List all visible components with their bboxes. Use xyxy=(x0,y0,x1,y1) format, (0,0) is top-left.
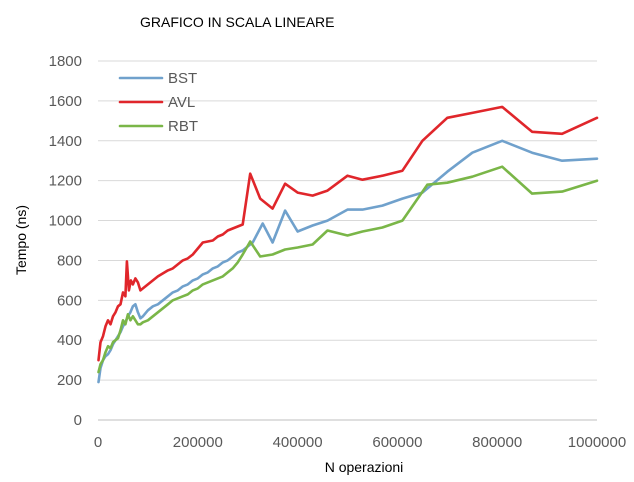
y-tick-label: 200 xyxy=(57,372,82,389)
x-tick-label: 200000 xyxy=(173,434,223,451)
y-tick-label: 1400 xyxy=(49,133,82,150)
x-axis-title: N operazioni xyxy=(325,459,404,475)
series-lines xyxy=(97,105,599,384)
legend-label-avl: AVL xyxy=(168,94,195,111)
y-tick-label: 0 xyxy=(74,412,82,429)
chart-title: GRAFICO IN SCALA LINEARE xyxy=(140,14,335,30)
x-tick-label: 600000 xyxy=(372,434,422,451)
y-axis-ticks: 0 200 400 600 800 1000 1200 1400 1600 1800 xyxy=(49,53,82,429)
series-line-avl xyxy=(97,105,599,362)
y-axis-title: Tempo (ns) xyxy=(13,205,29,275)
legend-label-rbt: RBT xyxy=(168,118,198,135)
y-tick-label: 600 xyxy=(57,292,82,309)
y-tick-label: 400 xyxy=(57,332,82,349)
series-line-rbt xyxy=(97,165,599,374)
y-tick-label: 800 xyxy=(57,252,82,269)
x-tick-label: 1000000 xyxy=(568,434,626,451)
y-tick-label: 1800 xyxy=(49,53,82,70)
x-tick-label: 0 xyxy=(94,434,102,451)
legend-label-bst: BST xyxy=(168,70,197,87)
y-tick-label: 1200 xyxy=(49,173,82,190)
x-tick-label: 800000 xyxy=(472,434,522,451)
gridlines xyxy=(98,60,597,421)
x-tick-label: 400000 xyxy=(273,434,323,451)
y-tick-label: 1600 xyxy=(49,93,82,110)
y-tick-label: 1000 xyxy=(49,213,82,230)
x-axis-ticks: 0 200000 400000 600000 800000 1000000 xyxy=(94,434,626,451)
legend: BST AVL RBT xyxy=(118,70,198,135)
